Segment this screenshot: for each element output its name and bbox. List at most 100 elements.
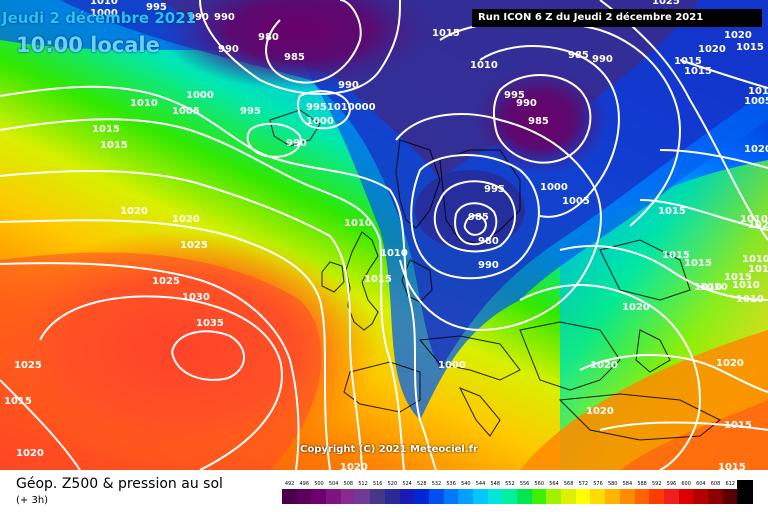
scale-swatch: 504 <box>326 480 342 504</box>
isobar-label: 1010 <box>748 86 768 97</box>
scale-swatch: 608 <box>707 480 724 504</box>
scale-swatch-label: 508 <box>340 480 356 489</box>
isobar-label: 1015 <box>724 420 752 431</box>
isobar-label: 1000 <box>306 116 334 127</box>
scale-swatch-label: 588 <box>634 480 650 489</box>
isobar-label: 1020 <box>120 206 148 217</box>
isobar-label: 995 <box>240 106 261 117</box>
isobar-label: 1015 <box>658 206 686 217</box>
scale-swatch-label: 512 <box>355 480 371 489</box>
isobar-label: 990 <box>214 12 235 23</box>
isobar-label: 1020 <box>724 30 752 41</box>
scale-swatch: 524 <box>399 480 415 504</box>
scale-swatch: 552 <box>502 480 518 504</box>
scale-swatch-label: 592 <box>649 480 665 489</box>
isobar-label: 1015 <box>718 462 746 470</box>
isobar-label: 990 <box>478 260 499 271</box>
isobar-label: 1030 <box>182 292 210 303</box>
legend-bar: Géop. Z500 & pression au sol (+ 3h) 492 4… <box>0 470 768 512</box>
isobar-label: 1010 <box>736 294 764 305</box>
isobar-label: 990 <box>286 138 307 149</box>
copyright-notice: Copyright (C) 2021 Meteociel.fr <box>300 444 478 455</box>
isobar-label: 1020 <box>744 144 768 155</box>
isobar-label: 985 <box>284 52 305 63</box>
isobar-label: 1000 <box>186 90 214 101</box>
scale-swatch: 520 <box>384 480 400 504</box>
isobar-label: 1035 <box>196 318 224 329</box>
isobar-label: 1025 <box>180 240 208 251</box>
scale-swatch: 516 <box>370 480 386 504</box>
isobar-label: 1010 <box>694 282 722 293</box>
isobar-label: 990 <box>516 98 537 109</box>
isobar-label: 1020 <box>622 302 650 313</box>
scale-swatch-label: 504 <box>326 480 342 489</box>
isobar-label: 1010 <box>700 282 728 293</box>
isobar-label: 1020 <box>748 220 768 231</box>
scale-swatch-label: 604 <box>693 480 709 489</box>
isobar-label: 1020 <box>590 360 618 371</box>
legend-subtitle: (+ 3h) <box>16 495 49 506</box>
scale-swatch: 536 <box>443 480 459 504</box>
isobar-label: 1015 <box>432 28 460 39</box>
isobar-label: 1025 <box>652 0 680 7</box>
scale-swatch: 556 <box>517 480 533 504</box>
scale-swatch: 596 <box>663 480 680 504</box>
scale-swatch-label: 496 <box>296 480 312 489</box>
isobar-label: 1010 <box>130 98 158 109</box>
scale-swatch: 580 <box>605 480 621 504</box>
isobar-label: 1025 <box>14 360 42 371</box>
isobar-label: 1010 <box>732 280 760 291</box>
scale-swatch: 588 <box>634 480 650 504</box>
isobar-label: 1005 <box>172 106 200 117</box>
isobar-label: 1010 <box>380 248 408 259</box>
isobar-label: 1015 <box>674 56 702 67</box>
isobar-label: 990 <box>188 12 209 23</box>
isobar-label: 1015 <box>364 274 392 285</box>
isobar-label: 990 <box>338 80 359 91</box>
isobar-label: 1010 <box>470 60 498 71</box>
scale-swatch-label: 556 <box>517 480 533 489</box>
isobar-label: 1000 <box>540 182 568 193</box>
scale-swatch: 512 <box>355 480 371 504</box>
isobar-label: 1000 <box>438 360 466 371</box>
scale-swatch: 584 <box>619 480 635 504</box>
isobar-label: 1015 <box>100 140 128 151</box>
scale-swatch-label: 544 <box>472 480 489 489</box>
isobar-label: 985 <box>468 212 489 223</box>
isobar-label: 1020 <box>340 462 368 470</box>
scale-swatch-label: 540 <box>458 480 474 489</box>
map-canvas: 1000 990 990 980 985 990 995 995 990 100… <box>0 0 768 470</box>
scale-swatch: 492 <box>282 480 298 504</box>
scale-swatch-label: 500 <box>311 480 327 489</box>
scale-swatch-label: 492 <box>282 480 298 489</box>
coastlines <box>269 109 721 441</box>
scale-swatch-label: 564 <box>546 480 562 489</box>
pressure-map: 1000 990 990 980 985 990 995 995 990 100… <box>0 0 768 470</box>
isobar-label: 980 <box>258 32 279 43</box>
scale-swatch-label: 600 <box>678 480 694 489</box>
scale-swatch: 592 <box>649 480 665 504</box>
scale-swatch-label: 520 <box>384 480 400 489</box>
isobar-label: 990 <box>218 44 239 55</box>
scale-swatch: 500 <box>311 480 327 504</box>
isobar-label: 1010 <box>344 218 372 229</box>
scale-swatch: 612 <box>722 480 738 504</box>
scale-swatch: 528 <box>414 480 430 504</box>
scale-swatch: 564 <box>546 480 562 504</box>
isobar-label: 1020 <box>16 448 44 459</box>
isobar-label: 1000 <box>90 8 118 19</box>
isobar-label: 985 <box>528 116 549 127</box>
scale-swatch: 544 <box>472 480 489 504</box>
scale-swatch-label: 560 <box>531 480 547 489</box>
isobar-label: 1005 <box>744 96 768 107</box>
isobar-label: 1010 <box>740 214 768 225</box>
isobar-label: 1015 <box>4 396 32 407</box>
color-scale: 492 496 500 504 508 512 516 520 524 528 532 536 540 5… <box>282 480 753 504</box>
scale-swatch-label: 532 <box>428 480 445 489</box>
isobar-label: 1020 <box>586 406 614 417</box>
isobar-label: 1025 <box>152 276 180 287</box>
isobar-label: 1015 <box>724 272 752 283</box>
isobar-label: 1020 <box>172 214 200 225</box>
scale-swatch <box>737 480 753 504</box>
